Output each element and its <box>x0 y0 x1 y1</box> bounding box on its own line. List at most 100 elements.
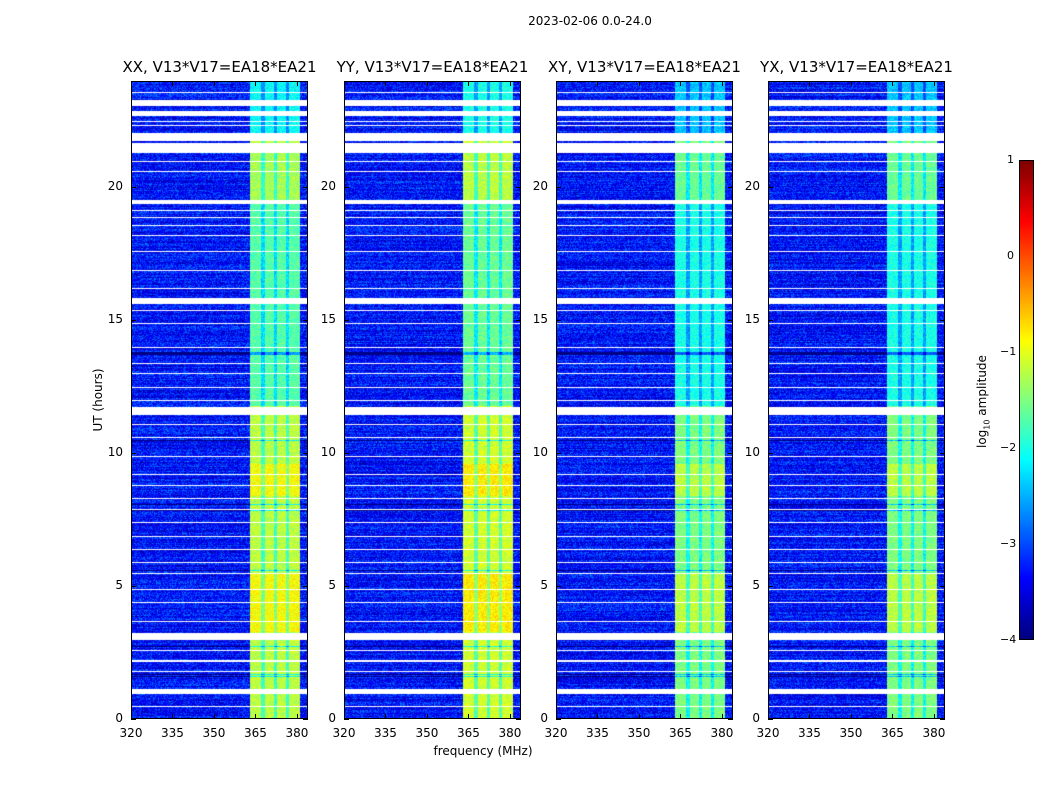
x-tick-mark <box>213 714 215 719</box>
x-tick-mark <box>296 81 298 86</box>
y-tick-mark <box>516 453 521 455</box>
x-tick-mark <box>172 81 174 86</box>
x-tick-label: 380 <box>922 726 946 740</box>
colorbar-tick-label: 0 <box>1007 249 1014 262</box>
x-tick-mark <box>680 714 682 719</box>
waterfall-panel-2: YY, V13*V17=EA18*EA21 320 335 350 365 380 0 5 10… <box>321 58 529 740</box>
y-tick-mark <box>768 453 773 455</box>
x-tick-mark <box>344 81 345 86</box>
x-tick-mark <box>426 81 428 86</box>
x-tick-mark <box>556 81 557 86</box>
x-tick-label: 380 <box>285 726 309 740</box>
y-tick-mark <box>768 320 773 322</box>
x-tick-label: 335 <box>798 726 821 740</box>
x-tick-mark <box>809 714 811 719</box>
x-tick-mark <box>556 714 557 719</box>
colorbar-tick-label: −2 <box>1000 441 1017 454</box>
y-tick-label: 0 <box>752 711 760 725</box>
heatmap-image <box>556 81 733 719</box>
x-tick-mark <box>850 81 852 86</box>
y-tick-label: 0 <box>115 711 123 725</box>
y-tick-label: 20 <box>107 179 123 194</box>
x-tick-mark <box>296 714 298 719</box>
y-tick-mark <box>516 320 521 322</box>
colorbar <box>1019 160 1034 640</box>
y-tick-label: 5 <box>328 578 336 593</box>
x-tick-mark <box>509 714 511 719</box>
x-tick-label: 350 <box>202 726 226 740</box>
x-tick-label: 365 <box>244 726 267 740</box>
x-tick-mark <box>933 81 935 86</box>
x-tick-label: 365 <box>669 726 692 740</box>
x-tick-label: 320 <box>756 726 780 740</box>
x-tick-label: 350 <box>415 726 439 740</box>
x-tick-mark <box>213 81 215 86</box>
x-tick-mark <box>344 714 345 719</box>
x-tick-mark <box>597 81 599 86</box>
y-tick-mark <box>344 187 349 189</box>
x-tick-mark <box>721 714 723 719</box>
y-tick-mark <box>940 320 945 322</box>
x-tick-mark <box>768 714 769 719</box>
x-tick-label: 320 <box>544 726 568 740</box>
y-tick-label: 10 <box>320 445 336 460</box>
x-tick-mark <box>255 714 257 719</box>
y-tick-mark <box>131 187 136 189</box>
x-tick-mark <box>131 81 132 86</box>
waterfall-panel-1: XX, V13*V17=EA18*EA21 320 335 350 365 380 0 5 10… <box>108 58 317 740</box>
y-tick-mark <box>940 453 945 455</box>
x-tick-mark <box>892 81 894 86</box>
colorbar-label-sub: 10 <box>982 419 992 430</box>
y-tick-label: 15 <box>320 312 336 327</box>
y-tick-mark <box>556 187 561 189</box>
y-tick-mark <box>344 586 349 588</box>
y-tick-mark <box>768 586 773 588</box>
x-tick-label: 380 <box>710 726 734 740</box>
x-tick-mark <box>131 714 132 719</box>
colorbar-tick-label: −1 <box>1000 345 1017 358</box>
x-tick-mark <box>768 81 769 86</box>
y-tick-mark <box>131 320 136 322</box>
x-tick-mark <box>892 714 894 719</box>
colorbar-tick-label: 1 <box>1007 153 1014 166</box>
x-tick-label: 365 <box>881 726 904 740</box>
x-tick-label: 335 <box>374 726 397 740</box>
colorbar-tick-label: −4 <box>1000 633 1017 646</box>
y-tick-mark <box>940 187 945 189</box>
x-tick-mark <box>809 81 811 86</box>
heatmap-image <box>131 81 308 719</box>
y-tick-mark <box>303 586 308 588</box>
x-tick-label: 335 <box>161 726 184 740</box>
y-tick-label: 20 <box>744 179 760 194</box>
heatmap-image <box>768 81 945 719</box>
x-tick-mark <box>468 81 470 86</box>
y-tick-label: 5 <box>752 578 760 593</box>
y-tick-label: 15 <box>532 312 548 327</box>
x-tick-mark <box>721 81 723 86</box>
colorbar-tick-label: −3 <box>1000 537 1017 550</box>
colorbar-label: log10 amplitude <box>975 355 991 448</box>
x-axis-label: frequency (MHz) <box>433 744 533 758</box>
waterfall-panel-3: XY, V13*V17=EA18*EA21 320 335 350 365 380 0 5 10… <box>533 58 741 740</box>
y-tick-label: 10 <box>744 445 760 460</box>
y-tick-mark <box>728 320 733 322</box>
panel-title: YX, V13*V17=EA18*EA21 <box>760 58 953 76</box>
x-tick-mark <box>426 714 428 719</box>
x-tick-mark <box>638 81 640 86</box>
y-axis-label: UT (hours) <box>91 368 105 432</box>
x-tick-label: 335 <box>586 726 609 740</box>
y-tick-label: 20 <box>532 179 548 194</box>
colorbar-label-base: log <box>975 429 989 448</box>
x-tick-mark <box>509 81 511 86</box>
y-tick-mark <box>131 586 136 588</box>
x-tick-mark <box>255 81 257 86</box>
y-tick-mark <box>303 719 308 720</box>
y-tick-label: 5 <box>115 578 123 593</box>
y-tick-label: 15 <box>107 312 123 327</box>
x-tick-mark <box>468 714 470 719</box>
y-tick-mark <box>303 453 308 455</box>
y-tick-mark <box>516 187 521 189</box>
y-tick-label: 10 <box>107 445 123 460</box>
waterfall-panel-4: YX, V13*V17=EA18*EA21 320 335 350 365 380 0 5 10… <box>745 58 953 740</box>
x-tick-mark <box>680 81 682 86</box>
